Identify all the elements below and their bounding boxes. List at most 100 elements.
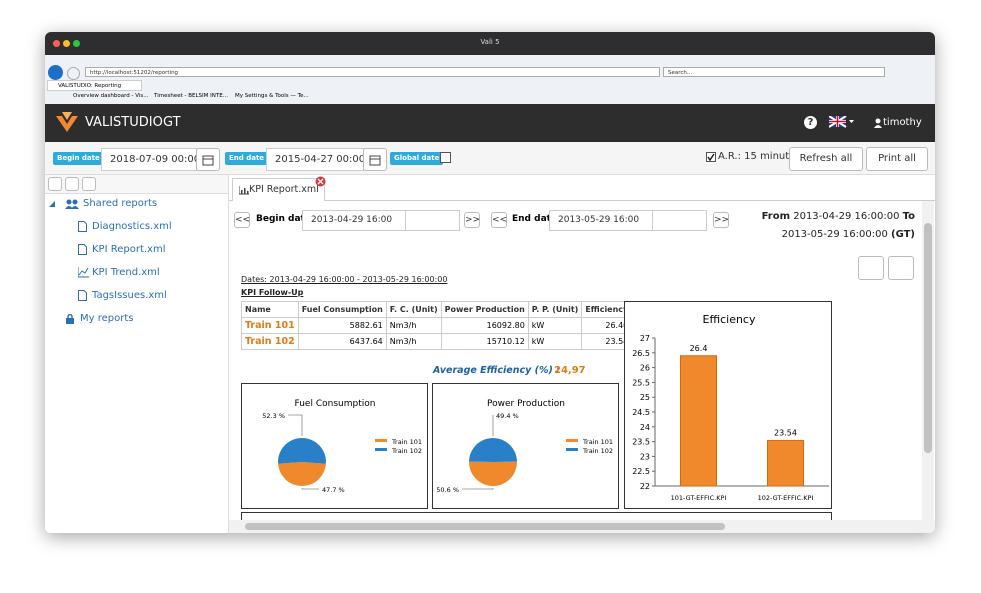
value-label: 52.3 % [262, 412, 285, 420]
tab-strip: KPI Report.xml [229, 175, 935, 201]
file-icon [78, 221, 87, 232]
help-button[interactable]: ? [804, 116, 817, 129]
min-dot[interactable] [63, 40, 70, 47]
ar-label: A.R.: 15 minutes [718, 151, 801, 162]
h-thumb[interactable] [245, 523, 725, 530]
brand: VALISTUDIO [85, 115, 163, 130]
language-flag[interactable] [829, 116, 855, 128]
begin-input[interactable]: 2018-07-09 00:00 [101, 148, 200, 171]
range-from-label: From [761, 211, 791, 222]
y-tick-label: 23 [640, 452, 650, 461]
efficiency-line-chart: Efficiency26 [241, 512, 832, 520]
browser-tab[interactable]: VALISTUDIO: Reporting [47, 80, 142, 91]
print-all-button[interactable]: Print all [866, 147, 928, 171]
sidebar-tools [45, 175, 228, 194]
chart-title: Efficiency [703, 313, 756, 326]
pie-slice [278, 438, 326, 464]
address-bar[interactable]: http://localhost:51202/reporting [85, 67, 660, 77]
global-checkbox[interactable] [440, 152, 451, 163]
begin-input[interactable]: 2013-04-29 16:00 [302, 210, 406, 231]
bookmark[interactable]: My Settings & Tools — Te... [235, 93, 309, 99]
close-dot[interactable] [53, 40, 60, 47]
table-cell: Nm3/h [385, 317, 442, 334]
max-dot[interactable] [73, 40, 80, 47]
table-cell: Train 101 [241, 317, 299, 334]
tree-toggle[interactable] [49, 200, 57, 208]
range-to-label: To [902, 211, 915, 222]
value-label: 23.54 [774, 428, 797, 437]
kpi-table: Name Fuel Consumption F. C. (Unit) Power Pr… [241, 301, 677, 350]
begin-label: Begin date [53, 152, 104, 165]
y-tick-label: 22.5 [632, 467, 650, 476]
next-button[interactable]: >> [464, 212, 480, 228]
end-input[interactable]: 2013-05-29 16:00 [549, 210, 653, 231]
next-button[interactable]: >> [713, 212, 729, 228]
tab-close[interactable] [315, 176, 326, 187]
range-from: 2013-04-29 16:00:00 [793, 211, 900, 222]
browser-window: Vali 5 http://localhost:51202/reporting … [45, 32, 935, 533]
bookmark[interactable]: Overview dashboard - Vis... [73, 93, 149, 99]
search-box[interactable]: Search... [663, 67, 885, 77]
reload-button[interactable] [82, 177, 96, 191]
v-scrollbar[interactable] [922, 201, 934, 520]
tree-file[interactable]: KPI Report.xml [92, 244, 166, 255]
refresh-all-button[interactable]: Refresh all [789, 147, 863, 171]
forward-button[interactable] [67, 67, 80, 80]
table-cell: 5882.61 [297, 317, 387, 334]
y-tick-label: 26 [640, 364, 650, 373]
bar [767, 439, 804, 487]
report-tab[interactable]: KPI Report.xml [232, 178, 325, 201]
table-cell: kW [527, 317, 583, 334]
report-body: << Begin date 2013-04-29 16:00 >> << End… [229, 201, 922, 520]
h-scrollbar[interactable] [229, 520, 935, 533]
column-header: Name [241, 301, 299, 318]
average-label: Average Efficiency (%) : [433, 365, 560, 376]
y-tick-label: 25.5 [632, 378, 650, 387]
begin-label: Begin date [256, 214, 311, 224]
v-thumb[interactable] [924, 223, 932, 453]
end-label: End date [225, 152, 269, 165]
file-icon [78, 244, 87, 255]
leader-line [301, 488, 319, 490]
bookmark[interactable]: Timesheet - BELSIM INTE... [154, 93, 228, 99]
ar-checkbox[interactable] [706, 152, 716, 162]
x-tick-label: 101-GT-EFFIC.KPI [671, 494, 727, 502]
bar [680, 355, 717, 487]
user-icon [874, 118, 882, 128]
chart-icon [78, 267, 89, 278]
calendar-button[interactable] [196, 148, 220, 171]
table-header: Name Fuel Consumption F. C. (Unit) Power Pr… [241, 301, 677, 318]
tree-file[interactable]: Diagnostics.xml [92, 221, 172, 232]
file-icon [78, 290, 87, 301]
refresh-all-label: Refresh all [799, 153, 853, 164]
back-button[interactable] [48, 65, 63, 80]
column-header: P. P. (Unit) [527, 301, 583, 318]
efficiency-bar-chart: Efficiency 22 22.5 23 23.5 24 24.5 25 25.5 26 26.5… [624, 301, 832, 509]
end-input[interactable]: 2015-04-27 00:00 [266, 148, 365, 171]
legend-swatch [375, 448, 387, 451]
legend-label: Train 101 [582, 438, 613, 446]
table-cell: Nm3/h [385, 333, 442, 350]
collapse-button[interactable] [65, 177, 79, 191]
tree-folder[interactable]: My reports [80, 313, 134, 324]
expand-button[interactable] [48, 177, 62, 191]
leader-line [462, 488, 494, 490]
refresh-button[interactable] [858, 256, 884, 280]
picker-buttons[interactable] [405, 210, 460, 231]
calendar-button[interactable] [363, 148, 387, 171]
user-name[interactable]: timothy [883, 117, 922, 128]
table-cell: Train 102 [241, 333, 299, 350]
dates: Dates: 2013-04-29 16:00:00 - 2013-05-29 … [241, 275, 448, 284]
picker-buttons[interactable] [652, 210, 707, 231]
tree-file[interactable]: KPI Trend.xml [92, 267, 160, 278]
print-button[interactable] [888, 256, 914, 280]
lock-icon [66, 314, 74, 324]
tree-file[interactable]: TagsIssues.xml [92, 290, 167, 301]
prev-button[interactable]: << [234, 212, 250, 228]
legend-swatch [375, 439, 387, 442]
tree-folder[interactable]: Shared reports [83, 198, 158, 209]
power-pie-chart: Power Production 50.6 % Train 101 49.4 % Tra… [432, 383, 619, 509]
table-cell: 16092.80 [440, 317, 529, 334]
average-value: 24,97 [554, 365, 586, 376]
prev-button[interactable]: << [491, 212, 507, 228]
